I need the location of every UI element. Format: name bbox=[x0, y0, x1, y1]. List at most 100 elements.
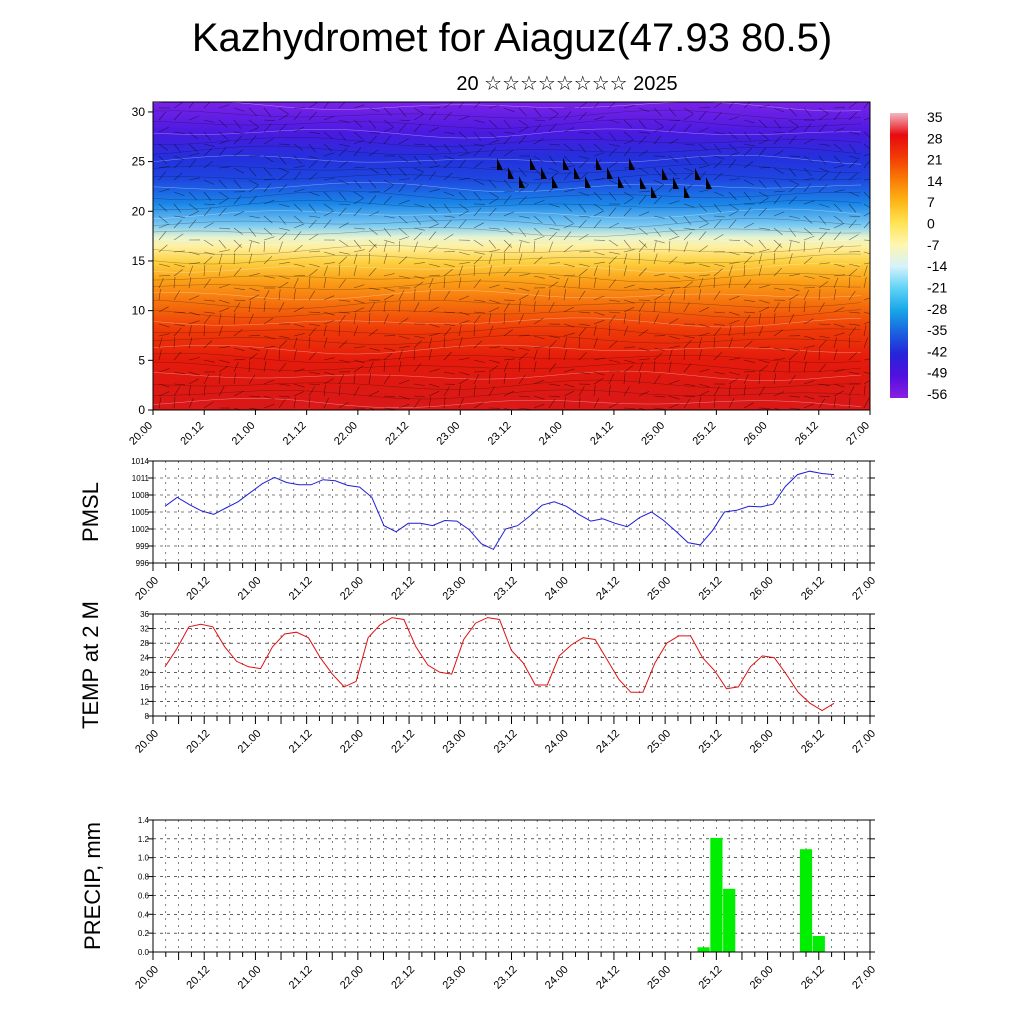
wind-barb bbox=[188, 378, 199, 385]
wind-barb bbox=[398, 215, 408, 224]
wind-barb bbox=[818, 262, 830, 265]
wind-barb bbox=[278, 289, 281, 301]
wind-barb bbox=[608, 371, 621, 373]
wind-barb bbox=[743, 324, 746, 337]
wind-barb bbox=[278, 398, 286, 409]
wind-barb bbox=[398, 167, 407, 177]
colorbar-label: 21 bbox=[927, 152, 943, 168]
wind-barb bbox=[863, 277, 867, 289]
wind-barb bbox=[548, 114, 559, 121]
wind-barb bbox=[833, 383, 845, 388]
wind-barb bbox=[428, 188, 440, 193]
wind-barb bbox=[563, 203, 573, 212]
colorbar-label: -42 bbox=[927, 343, 947, 359]
wind-barb bbox=[668, 107, 677, 117]
wind-barb bbox=[563, 397, 566, 409]
wind-barb bbox=[728, 357, 740, 361]
wind-barb bbox=[308, 276, 311, 289]
wind-barb bbox=[728, 239, 741, 241]
wind-barb bbox=[833, 289, 837, 301]
x-tick-label: 22.12 bbox=[389, 575, 417, 603]
wind-barb bbox=[188, 159, 197, 169]
wind-barb bbox=[728, 277, 732, 289]
wind-barb bbox=[428, 143, 438, 151]
wind-barb bbox=[863, 297, 870, 301]
wind-pennant bbox=[596, 158, 602, 170]
wind-barb bbox=[833, 307, 845, 313]
wind-barb bbox=[233, 167, 244, 174]
x-tick-label: 26.00 bbox=[748, 728, 776, 756]
wind-barb bbox=[263, 361, 267, 373]
wind-barb bbox=[668, 215, 678, 224]
wind-barb bbox=[383, 360, 386, 373]
wind-barb bbox=[443, 371, 455, 375]
wind-barb bbox=[833, 127, 845, 133]
wind-barb bbox=[233, 227, 243, 235]
wind-barb bbox=[773, 391, 785, 397]
y-tick-label: 10 bbox=[132, 304, 146, 318]
wind-barb bbox=[233, 149, 244, 157]
wind-barb bbox=[803, 183, 812, 193]
wind-barb bbox=[158, 368, 170, 373]
wind-barb bbox=[338, 131, 347, 141]
wind-barb bbox=[533, 200, 545, 205]
wind-barb bbox=[323, 320, 335, 325]
contour-line bbox=[153, 128, 862, 139]
wind-barb bbox=[818, 398, 826, 409]
wind-barb bbox=[323, 325, 327, 337]
wind-barb bbox=[698, 231, 707, 241]
wind-barb bbox=[158, 391, 170, 397]
wind-barb bbox=[773, 243, 782, 253]
wind-barb bbox=[788, 185, 798, 193]
wind-barb bbox=[353, 179, 362, 189]
wind-barb bbox=[713, 155, 725, 160]
wind-barb bbox=[773, 190, 786, 193]
wind-barb bbox=[713, 251, 726, 253]
wind-barb bbox=[338, 256, 348, 265]
contour-line bbox=[153, 344, 862, 355]
wind-barb bbox=[383, 167, 392, 177]
x-tick-label: 21.12 bbox=[287, 964, 315, 992]
wind-barb bbox=[668, 395, 680, 400]
wind-barb bbox=[248, 135, 257, 145]
wind-barb bbox=[158, 126, 169, 133]
wind-barb bbox=[308, 351, 317, 361]
wind-barb bbox=[218, 239, 227, 249]
wind-barb bbox=[188, 320, 200, 325]
wind-barb bbox=[593, 371, 605, 376]
wind-barb bbox=[443, 191, 455, 197]
wind-barb bbox=[158, 223, 170, 229]
wind-barb bbox=[263, 335, 275, 340]
wind-barb bbox=[773, 211, 785, 217]
wind-barb bbox=[863, 262, 870, 265]
wind-barb bbox=[413, 275, 425, 280]
wind-barb bbox=[758, 227, 770, 230]
wind-barb bbox=[278, 395, 290, 398]
wind-barb bbox=[323, 143, 333, 152]
wind-barb bbox=[533, 290, 540, 301]
wind-barb bbox=[728, 319, 740, 325]
wind-barb bbox=[443, 268, 453, 277]
wind-barb bbox=[773, 167, 784, 174]
wind-barb bbox=[863, 178, 870, 181]
wind-barb bbox=[398, 227, 408, 236]
x-tick-label: 27.00 bbox=[844, 420, 872, 448]
wind-barb bbox=[278, 184, 288, 193]
wind-barb bbox=[188, 115, 200, 121]
wind-barb bbox=[368, 267, 377, 277]
contour-line bbox=[153, 227, 862, 238]
wind-barb bbox=[833, 164, 845, 169]
wind-barb bbox=[548, 398, 556, 409]
wind-barb bbox=[758, 359, 770, 364]
wind-barb bbox=[443, 155, 455, 160]
x-tick-label: 26.12 bbox=[799, 728, 827, 756]
wind-barb bbox=[263, 395, 275, 400]
wind-barb bbox=[368, 167, 379, 174]
wind-barb bbox=[458, 262, 470, 265]
wind-barb bbox=[218, 104, 230, 109]
wind-barb bbox=[758, 386, 765, 397]
x-tick-label: 20.00 bbox=[127, 420, 155, 448]
wind-barb bbox=[668, 361, 672, 373]
wind-barb bbox=[638, 347, 650, 352]
wind-barb bbox=[203, 207, 212, 217]
